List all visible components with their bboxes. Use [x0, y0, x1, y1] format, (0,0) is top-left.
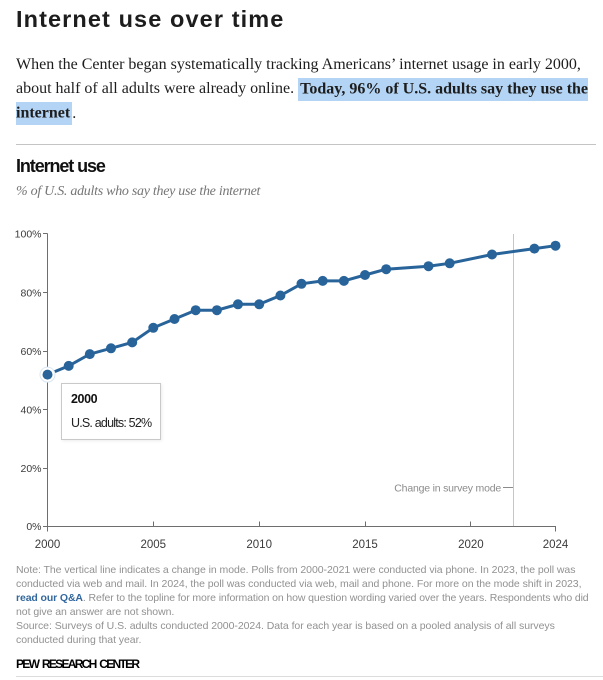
svg-text:20%: 20% [20, 463, 41, 475]
svg-text:80%: 80% [20, 287, 41, 299]
svg-text:2024: 2024 [543, 539, 569, 551]
svg-text:2000: 2000 [35, 539, 61, 551]
svg-text:2005: 2005 [141, 539, 167, 551]
svg-text:0%: 0% [26, 521, 41, 533]
svg-text:40%: 40% [20, 405, 41, 417]
svg-text:2020: 2020 [458, 539, 484, 551]
svg-text:60%: 60% [20, 346, 41, 358]
svg-text:100%: 100% [15, 229, 42, 241]
svg-text:2010: 2010 [246, 539, 272, 551]
svg-text:2015: 2015 [352, 539, 378, 551]
svg-text:Change in survey mode: Change in survey mode [394, 483, 501, 495]
